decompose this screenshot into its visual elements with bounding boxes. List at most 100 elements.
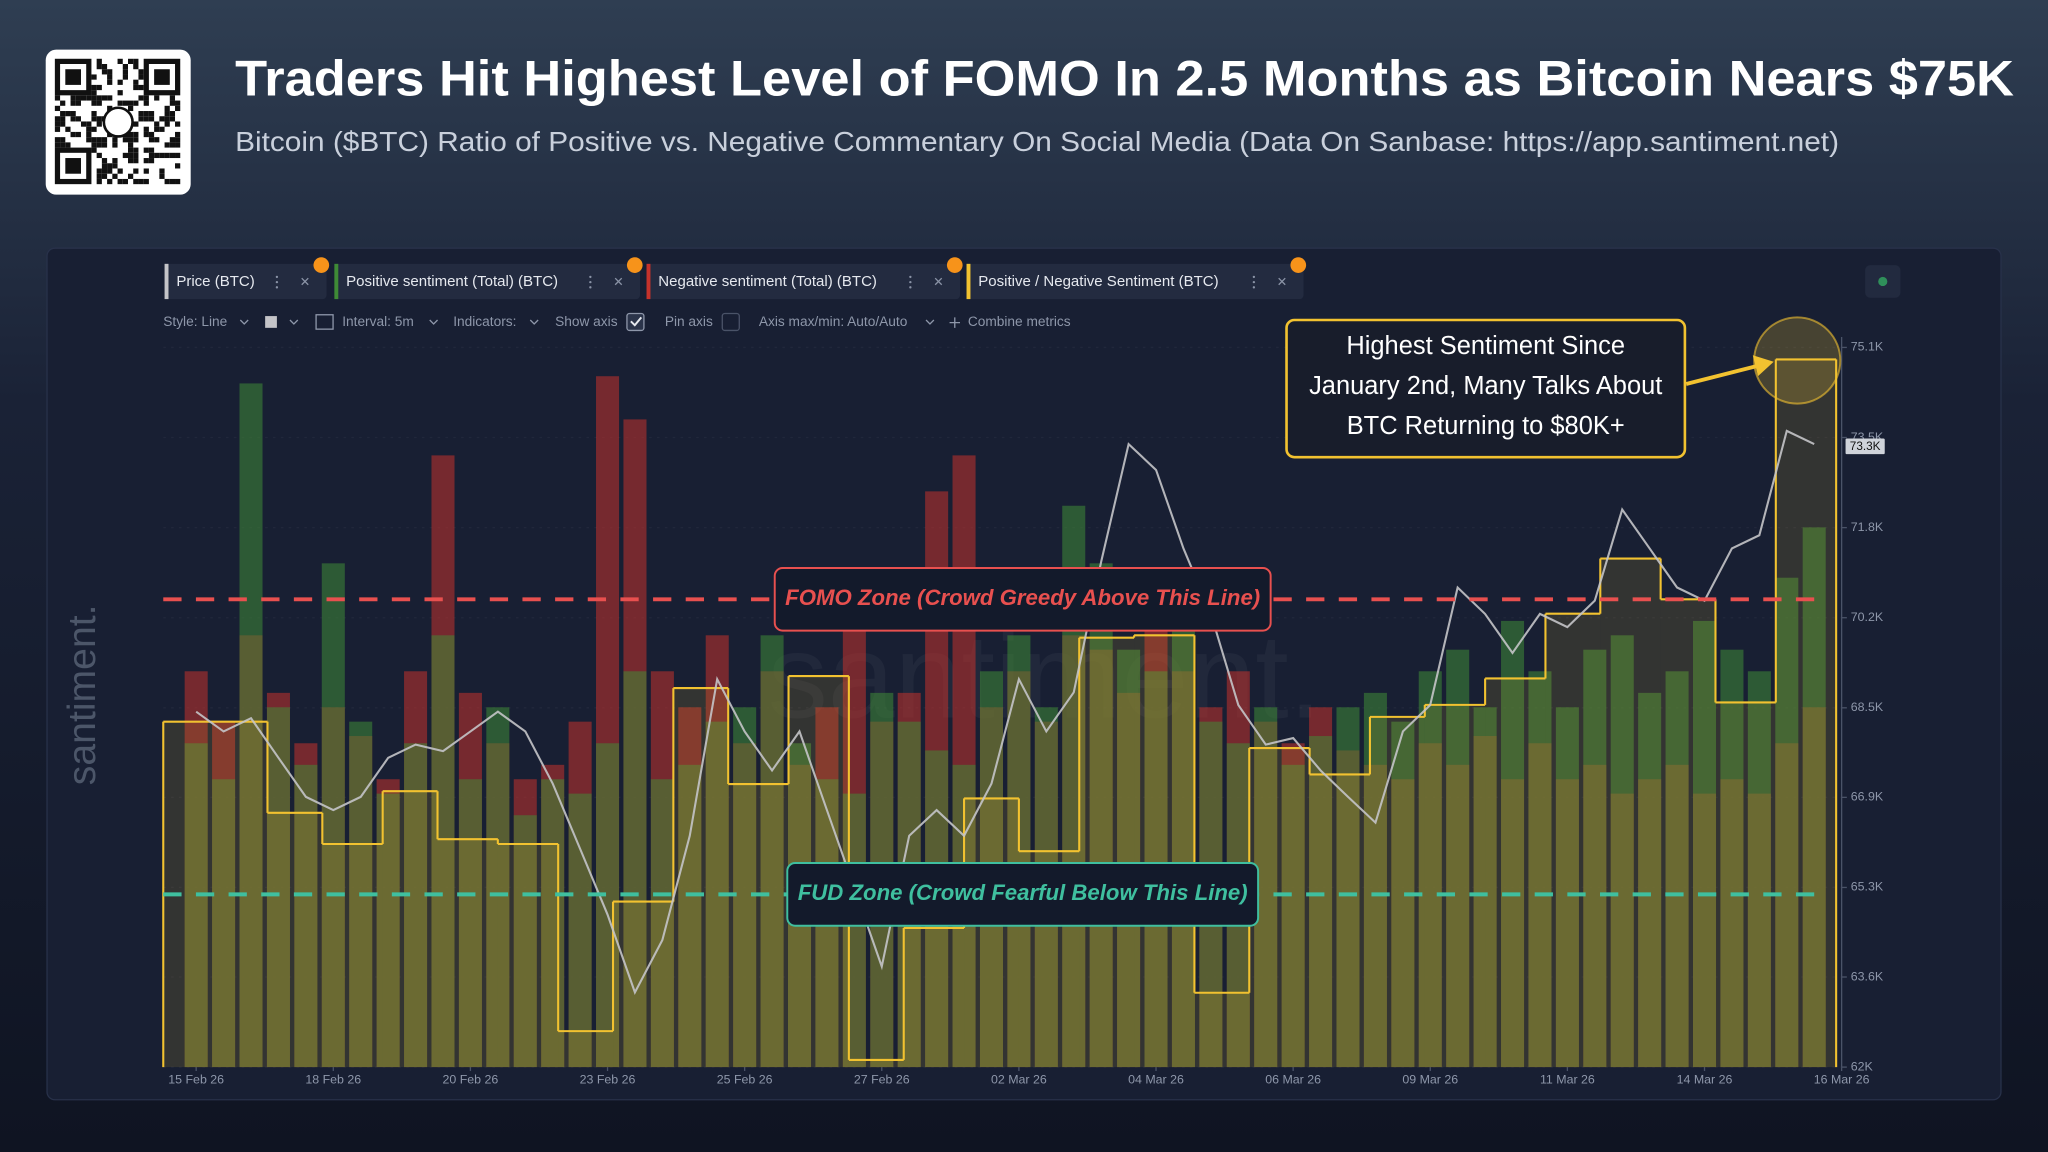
qr-module	[117, 90, 123, 96]
toolbar-item[interactable]: Interval: 5m	[342, 314, 414, 329]
ratio-step-fill	[558, 1031, 614, 1068]
tab-close[interactable]	[301, 277, 309, 286]
ratio-step-fill	[437, 839, 498, 1068]
qr-module	[96, 178, 102, 185]
qr-module	[164, 116, 170, 122]
qr-module	[122, 137, 128, 143]
qr-module	[70, 100, 76, 106]
qr-module	[80, 95, 87, 101]
toolbar-item[interactable]: Show axis	[555, 314, 618, 329]
sentiment-bar	[705, 721, 729, 1068]
qr-module	[101, 173, 108, 179]
qr-module	[107, 178, 113, 185]
metric-tab-color	[646, 263, 651, 300]
qr-module	[75, 131, 81, 138]
qr-module	[128, 142, 134, 148]
qr-module	[148, 131, 155, 138]
sentiment-bar	[1720, 649, 1744, 1068]
toolbar-item[interactable]: Style: Line	[163, 314, 227, 329]
qr-module	[91, 142, 97, 148]
qr-module	[112, 142, 118, 148]
qr-module	[175, 137, 181, 143]
tab-close[interactable]	[1278, 277, 1286, 286]
tab-close[interactable]	[934, 277, 943, 286]
sentiment-bar	[623, 671, 647, 1068]
title: Traders Hit Highest Level of FOMO In 2.5…	[235, 50, 2014, 106]
qr-module	[169, 142, 176, 148]
toolbar-item[interactable]: Combine metrics	[968, 314, 1071, 329]
qr-module	[128, 58, 134, 64]
qr-module	[133, 58, 139, 64]
y-tick-label: 63.6K	[1851, 969, 1884, 983]
tab-menu-dot	[1252, 275, 1256, 279]
metric-tab[interactable]	[334, 263, 640, 300]
qr-module	[80, 121, 87, 127]
x-tick-label: 14 Mar 26	[1677, 1072, 1733, 1086]
qr-module	[112, 137, 118, 143]
qr-module	[175, 131, 181, 138]
ratio-step-fill	[1600, 558, 1661, 1068]
qr-module	[91, 137, 97, 143]
qr-module	[91, 90, 97, 96]
chevron	[925, 319, 935, 325]
ratio-step-fill	[964, 798, 1019, 1068]
qr-module	[70, 131, 76, 138]
qr-module	[65, 126, 71, 132]
qr-module	[86, 126, 92, 132]
x-tick-label: 25 Feb 26	[717, 1072, 773, 1086]
qr-finder	[154, 69, 170, 85]
ratio-step-fill	[1660, 599, 1716, 1068]
qr-module	[154, 121, 160, 127]
tab-badge	[1290, 257, 1307, 273]
qr-module	[96, 152, 102, 159]
qr-module	[143, 158, 149, 164]
qr-module	[75, 95, 81, 101]
metric-tab[interactable]	[966, 263, 1304, 300]
qr-module	[70, 111, 76, 117]
qr-module	[54, 116, 61, 122]
qr-module	[143, 147, 149, 153]
qr-module	[107, 163, 113, 169]
checkbox[interactable]	[721, 312, 740, 332]
sentiment-bar	[760, 635, 784, 1068]
qr-module	[133, 131, 139, 138]
qr-module	[169, 116, 176, 122]
metric-tab[interactable]	[164, 263, 327, 300]
zone-label-box	[786, 862, 1260, 927]
qr-module	[143, 95, 149, 101]
x-tick-label: 15 Feb 26	[168, 1072, 224, 1086]
metric-tab-label: Price (BTC)	[176, 273, 254, 290]
subtitle: Bitcoin ($BTC) Ratio of Positive vs. Neg…	[235, 126, 1839, 157]
qr-module	[101, 69, 108, 75]
metric-tab[interactable]	[646, 263, 960, 300]
qr-module	[122, 64, 128, 70]
ratio-step-fill	[1369, 716, 1425, 1068]
qr-module	[54, 142, 61, 148]
toolbar-item[interactable]: Pin axis	[665, 314, 713, 329]
toolbar-item[interactable]: Indicators:	[453, 314, 516, 329]
ratio-step-fill	[1249, 748, 1310, 1068]
sentiment-bar	[1638, 692, 1662, 1068]
x-tick-label: 20 Feb 26	[443, 1072, 499, 1086]
toolbar-item[interactable]: Axis max/min: Auto/Auto	[759, 314, 908, 329]
y-tick-label: 68.5K	[1851, 700, 1884, 714]
qr-module	[138, 95, 144, 101]
checkbox-checked[interactable]	[626, 312, 645, 332]
qr-module	[70, 116, 76, 122]
qr-module	[112, 158, 118, 164]
qr-module	[169, 152, 176, 159]
qr-module	[138, 74, 144, 80]
metric-tab-label: Positive / Negative Sentiment (BTC)	[978, 273, 1218, 290]
qr-code	[54, 58, 181, 185]
tab-close[interactable]	[614, 277, 623, 286]
qr-module	[128, 137, 134, 143]
qr-module	[133, 100, 139, 106]
watermark-vertical: santiment.	[61, 604, 104, 785]
x-tick-label: 23 Feb 26	[580, 1072, 636, 1086]
ratio-step-fill	[322, 844, 383, 1068]
checkmark	[630, 316, 643, 327]
callout-text: BTC Returning to $80K+	[1347, 412, 1625, 440]
sentiment-bar	[650, 779, 674, 1068]
qr-module	[128, 131, 134, 138]
